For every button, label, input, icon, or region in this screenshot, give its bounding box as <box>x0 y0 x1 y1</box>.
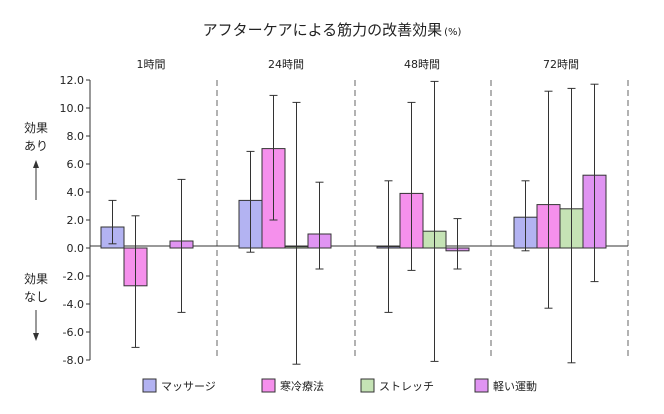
legend-swatch <box>142 378 157 393</box>
legend-label: マッサージ <box>161 380 216 393</box>
legend-item: 軽い運動 <box>474 378 537 393</box>
legend-label: ストレッチ <box>379 380 434 393</box>
y-tick-label: 2.0 <box>67 214 85 227</box>
side-positive-text-1: 効果 <box>24 120 48 135</box>
y-tick-label: -4.0 <box>63 298 84 311</box>
group-label-72h: 72時間 <box>543 58 579 71</box>
legend-item: マッサージ <box>142 378 216 393</box>
y-tick-label: 0.0 <box>67 242 85 255</box>
up-arrow-head-icon <box>33 160 39 168</box>
side-label-positive: 効果 あり <box>24 120 48 200</box>
y-tick-label: -8.0 <box>63 354 84 367</box>
legend: マッサージ 寒冷療法 ストレッチ 軽い運動 <box>142 378 537 393</box>
side-positive-text-2: あり <box>24 139 48 153</box>
bars <box>100 148 607 287</box>
y-axis: -8.0 -6.0 -4.0 -2.0 0.0 2.0 4.0 6.0 8.0 10.0 12.0 <box>60 74 91 367</box>
legend-item: 寒冷療法 <box>261 378 324 393</box>
side-label-negative: 効果 なし <box>24 271 48 341</box>
legend-label: 寒冷療法 <box>280 379 324 393</box>
down-arrow-head-icon <box>33 333 39 341</box>
y-tick-label: 12.0 <box>60 74 85 87</box>
legend-swatch <box>474 378 489 393</box>
legend-item: ストレッチ <box>360 378 434 393</box>
side-negative-text-1: 効果 <box>24 271 48 286</box>
legend-label: 軽い運動 <box>493 379 537 393</box>
y-tick-label: 4.0 <box>67 186 85 199</box>
legend-swatch <box>360 378 375 393</box>
error-bars <box>108 80 599 365</box>
y-tick-label: 10.0 <box>60 102 85 115</box>
y-tick-label: -2.0 <box>63 270 84 283</box>
y-tick-label: 8.0 <box>67 130 85 143</box>
group-labels: 1時間 24時間 48時間 72時間 <box>137 58 580 71</box>
y-tick-label: 6.0 <box>67 158 85 171</box>
legend-swatch <box>261 378 276 393</box>
group-label-1h: 1時間 <box>137 58 166 71</box>
group-label-48h: 48時間 <box>404 58 440 71</box>
group-label-24h: 24時間 <box>268 58 304 71</box>
group-separators <box>216 80 629 360</box>
chart-title: アフターケアによる筋力の改善効果 (%) <box>203 21 462 39</box>
side-negative-text-2: なし <box>24 290 48 304</box>
y-tick-label: -6.0 <box>63 326 84 339</box>
